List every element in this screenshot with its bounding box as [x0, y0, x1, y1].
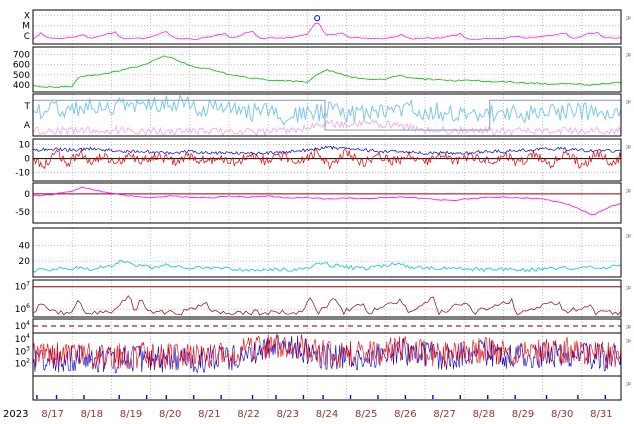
y-tick-label: 0	[24, 155, 30, 165]
y-tick-label: 10	[19, 141, 31, 151]
series-density	[33, 259, 621, 273]
y-tick-label: -10	[15, 169, 30, 179]
y-tick-label: 104	[15, 320, 30, 332]
y-tick-label: 20	[19, 257, 31, 267]
series-dst	[33, 186, 621, 216]
series-alpha	[33, 119, 621, 136]
right-edge-mark: R	[624, 145, 631, 149]
series-proton-flux	[33, 295, 621, 316]
y-tick-label: M	[22, 22, 30, 32]
right-edge-mark: R	[624, 382, 631, 386]
right-edge-mark: R	[624, 286, 631, 290]
series-bz	[33, 148, 621, 170]
y-tick-label: A	[24, 121, 31, 131]
x-tick-label: 8/26	[394, 409, 416, 420]
right-edge-mark: R	[624, 339, 631, 343]
y-tick-label: -50	[15, 208, 30, 218]
x-tick-label: 8/20	[159, 409, 181, 420]
panel-proton-threshold: 104 R	[15, 318, 631, 334]
panel-density: 40 20 R	[19, 227, 631, 278]
right-edge-mark: R	[624, 325, 631, 329]
y-tick-label: 103	[15, 345, 30, 357]
panel-border	[32, 182, 622, 224]
y-tick-label: 104	[15, 333, 30, 345]
series-temperature	[33, 94, 621, 126]
series-electron-red	[33, 333, 621, 370]
panel-border	[32, 93, 622, 137]
y-tick-label: 600	[13, 61, 30, 71]
y-tick-label: X	[24, 12, 30, 22]
right-edge-mark: R	[624, 189, 631, 193]
y-tick-label: 500	[13, 71, 30, 81]
x-tick-label: 8/23	[277, 409, 299, 420]
x-tick-label: 8/31	[590, 409, 612, 420]
x-tick-label: 8/29	[512, 409, 534, 420]
y-tick-label: 400	[13, 81, 30, 91]
right-edge-mark: R	[624, 234, 631, 238]
x-tick-label: 8/30	[551, 409, 573, 420]
series-coverage-step	[33, 99, 621, 131]
x-tick-label: 8/24	[316, 409, 338, 420]
panel-imf-bz-bt: 10 0 -10 R	[15, 138, 631, 182]
y-tick-label: 0	[24, 190, 30, 200]
x-tick-label: 8/17	[41, 409, 63, 420]
y-tick-label: 102	[15, 358, 30, 370]
series-wind-speed	[33, 55, 621, 89]
panel-border	[32, 375, 622, 401]
right-edge-mark: R	[624, 100, 631, 104]
right-edge-mark: R	[624, 53, 631, 57]
panel-xray-flux: XMC R	[22, 9, 631, 45]
x-tick-label: 8/27	[433, 409, 455, 420]
panel-geomagnetic-index: 0 -50 R	[15, 182, 631, 224]
right-edge-mark: R	[624, 16, 631, 20]
y-tick-label: 40	[19, 241, 31, 251]
panel-temperature-alpha: TA R	[24, 93, 631, 137]
panel-data-coverage: R	[32, 375, 631, 401]
x-axis: 2023 8/17 8/18 8/19 8/20 8/21 8/22 8/23 8/24 8/25…	[3, 409, 613, 420]
y-tick-label: 107	[15, 281, 30, 293]
panel-border	[32, 227, 622, 278]
panel-border	[32, 9, 622, 45]
panel-border	[32, 138, 622, 182]
x-tick-label: 8/28	[473, 409, 495, 420]
x-tick-label: 8/22	[237, 409, 259, 420]
y-tick-label: 700	[13, 51, 30, 61]
y-tick-label: C	[24, 32, 30, 42]
event-marker	[314, 15, 321, 22]
y-tick-label: T	[24, 102, 31, 112]
panel-proton-flux: 107 106 R	[15, 279, 631, 318]
y-tick-label: 106	[15, 303, 30, 315]
panel-border	[32, 46, 622, 93]
series-bt	[33, 145, 621, 156]
x-tick-label: 8/18	[81, 409, 103, 420]
x-tick-label: 8/25	[355, 409, 377, 420]
x-tick-label: 8/19	[120, 409, 142, 420]
panel-border	[32, 279, 622, 318]
series-goes-xray	[33, 22, 621, 40]
x-tick-label: 8/21	[198, 409, 220, 420]
x-axis-year-label: 2023	[3, 409, 28, 420]
